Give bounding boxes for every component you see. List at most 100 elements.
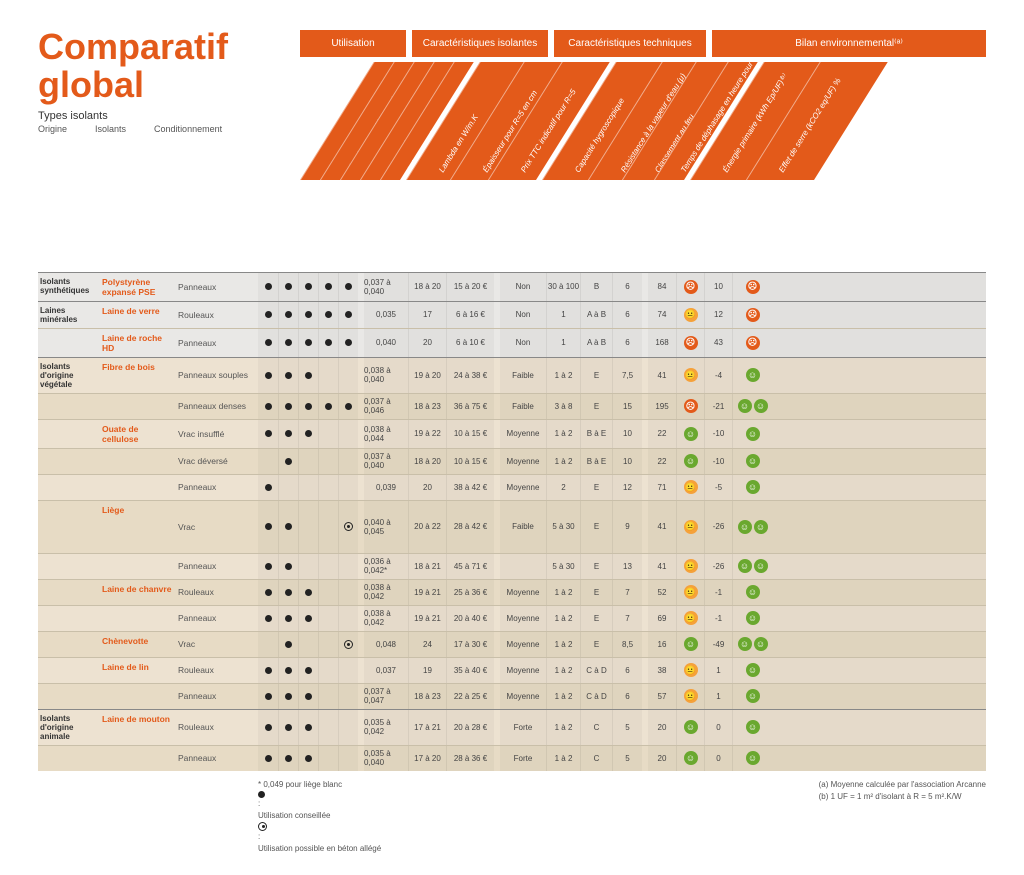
cell-isolant — [100, 475, 176, 500]
cell-cof: ☺☺ — [732, 394, 772, 419]
cell-vap: 1 à 2 — [546, 449, 580, 474]
cell-vap: 1 à 2 — [546, 420, 580, 448]
cell-util — [318, 580, 338, 605]
cell-origin — [38, 658, 100, 683]
group-tech: 5 à 30E13 — [500, 554, 642, 579]
subhead-origine: Origine — [38, 124, 67, 134]
cell-util — [298, 501, 318, 553]
group-tech: Moyenne1 à 2E7 — [500, 606, 642, 631]
face-icon-good: ☺ — [746, 368, 760, 382]
group-iso: 0,037 à 0,04018 à 2010 à 15 € — [364, 449, 494, 474]
cell-enf: 😐 — [676, 580, 704, 605]
cell-origin — [38, 475, 100, 500]
cell-util — [258, 449, 278, 474]
cell-util — [318, 449, 338, 474]
cell-util — [318, 273, 338, 301]
cell-util — [278, 658, 298, 683]
dot-icon — [285, 523, 292, 530]
cell-cond: Rouleaux — [176, 302, 258, 328]
dot-icon — [345, 311, 352, 318]
cell-util — [318, 684, 338, 709]
cell-vap: 1 à 2 — [546, 632, 580, 657]
dot-icon — [285, 667, 292, 674]
face-icon-good: ☺ — [684, 454, 698, 468]
cell-origin — [38, 394, 100, 419]
group-util — [258, 329, 358, 357]
cell-util — [258, 358, 278, 393]
cell-isolant: Laine de chanvre — [100, 580, 176, 605]
group-env: 41😐-4☺ — [648, 358, 986, 393]
cell-isolant: Laine de mouton — [100, 710, 176, 745]
cell-enf: ☺ — [676, 420, 704, 448]
group-env: 41😐-26☺☺ — [648, 501, 986, 553]
group-util — [258, 684, 358, 709]
cell-origin — [38, 606, 100, 631]
face-icon-mid: 😐 — [684, 559, 698, 573]
cell-util — [258, 746, 278, 771]
subhead-isolants: Isolants — [95, 124, 126, 134]
cell-hyg: Moyenne — [500, 632, 546, 657]
cell-util — [278, 501, 298, 553]
cell-util — [338, 606, 358, 631]
table-row: ChènevotteVrac0,0482417 à 30 €Moyenne1 à… — [38, 631, 986, 657]
cell-lambda: 0,037 à 0,046 — [364, 394, 408, 419]
cell-eau: B à E — [580, 449, 612, 474]
cell-eau: E — [580, 358, 612, 393]
dot-icon — [265, 403, 272, 410]
cell-prix: 22 à 25 € — [446, 684, 494, 709]
cell-util — [278, 684, 298, 709]
footnotes: * 0,049 pour liège blanc : Utilisation c… — [38, 779, 986, 855]
cell-ep: 18 à 23 — [408, 684, 446, 709]
cell-lambda: 0,048 — [364, 632, 408, 657]
cell-co: 0 — [704, 746, 732, 771]
dot-icon — [305, 693, 312, 700]
cell-lambda: 0,035 à 0,040 — [364, 746, 408, 771]
cell-lambda: 0,038 à 0,042 — [364, 606, 408, 631]
cell-eau: E — [580, 394, 612, 419]
cell-deph: 7 — [612, 606, 642, 631]
cell-util — [258, 302, 278, 328]
cell-util — [278, 358, 298, 393]
dot-icon — [305, 311, 312, 318]
cell-util — [338, 746, 358, 771]
face-icon-good: ☺ — [746, 454, 760, 468]
cell-lambda: 0,035 — [364, 302, 408, 328]
cell-util — [338, 710, 358, 745]
table-row: Isolants d'origine végétaleFibre de bois… — [38, 357, 986, 393]
cell-eau: E — [580, 606, 612, 631]
cell-util — [258, 606, 278, 631]
face-icon-good: ☺ — [746, 480, 760, 494]
cell-hyg: Faible — [500, 394, 546, 419]
cell-util — [338, 394, 358, 419]
cell-prix: 20 à 28 € — [446, 710, 494, 745]
cell-cond: Vrac insufflé — [176, 420, 258, 448]
group-env: 38😐1☺ — [648, 658, 986, 683]
cell-util — [298, 710, 318, 745]
cell-util — [318, 746, 338, 771]
cell-cof: ☹ — [732, 302, 772, 328]
cell-ep: 19 à 20 — [408, 358, 446, 393]
cell-origin — [38, 632, 100, 657]
face-icon-good: ☺ — [738, 559, 752, 573]
cell-util — [298, 746, 318, 771]
cell-enf: 😐 — [676, 501, 704, 553]
cell-enf: 😐 — [676, 475, 704, 500]
cell-eau: C à D — [580, 658, 612, 683]
dot-icon — [265, 563, 272, 570]
dot-icon — [265, 372, 272, 379]
group-env: 84☹10☹ — [648, 273, 986, 301]
group-env: 16☺-49☺☺ — [648, 632, 986, 657]
cell-util — [338, 420, 358, 448]
cell-util — [318, 658, 338, 683]
cell-util — [318, 632, 338, 657]
group-env: 57😐1☺ — [648, 684, 986, 709]
cell-enf: 😐 — [676, 358, 704, 393]
cell-deph: 15 — [612, 394, 642, 419]
band-tech: Caractéristiques techniques — [554, 30, 706, 57]
cell-util — [278, 554, 298, 579]
dot-icon — [305, 589, 312, 596]
cell-enf: ☺ — [676, 449, 704, 474]
title-line-1: Comparatif — [38, 26, 228, 67]
cell-util — [278, 449, 298, 474]
cell-vap: 1 à 2 — [546, 710, 580, 745]
